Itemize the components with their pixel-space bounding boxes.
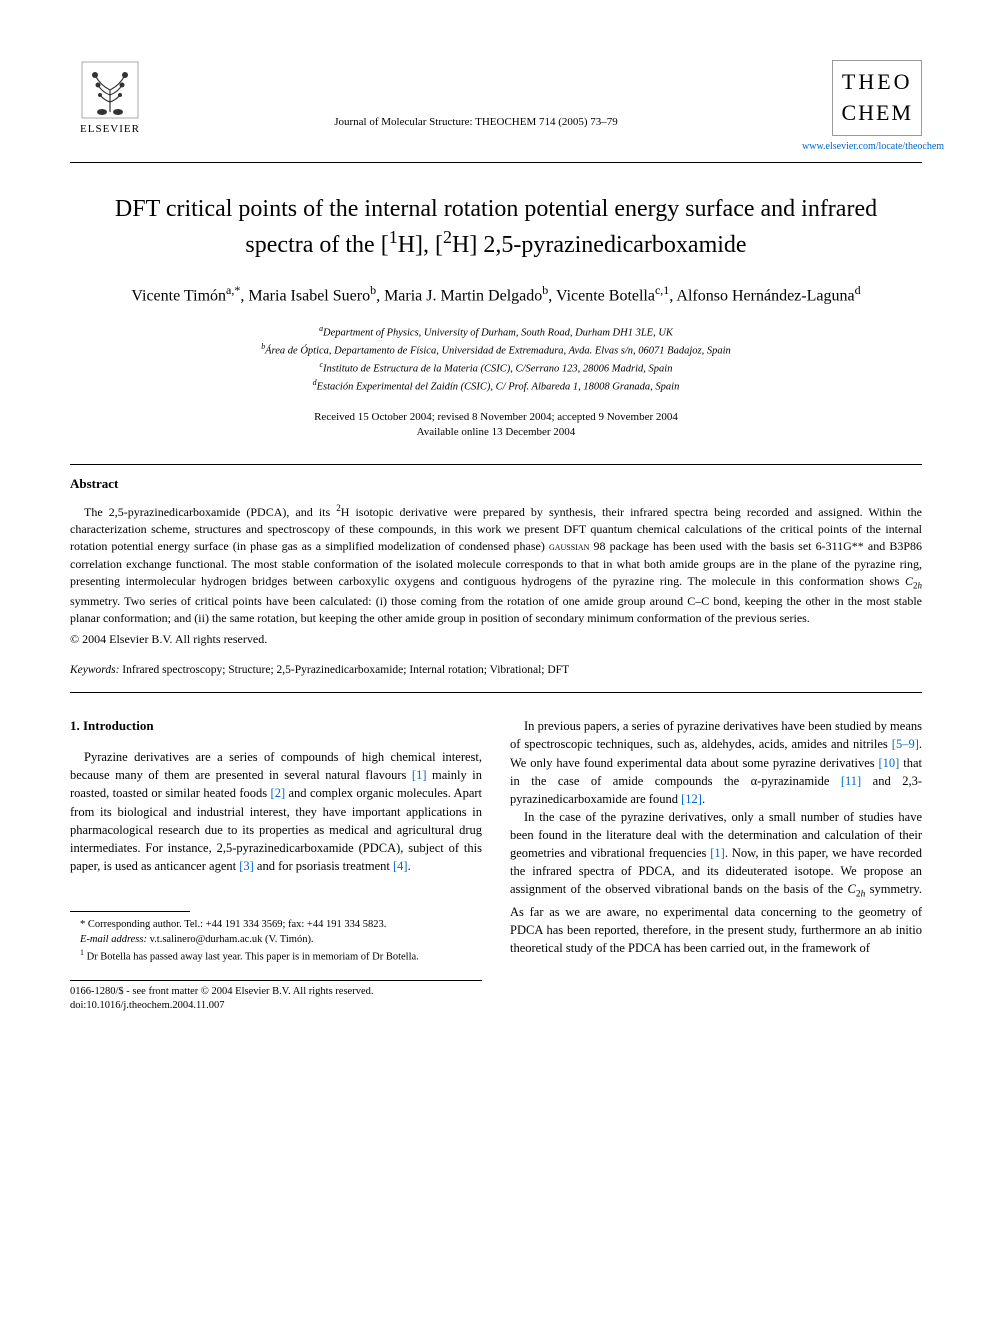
column-left: 1. Introduction Pyrazine derivatives are… (70, 717, 482, 1014)
abstract-copyright: © 2004 Elsevier B.V. All rights reserved… (70, 631, 922, 648)
footer-doi: doi:10.1016/j.theochem.2004.11.007 (70, 999, 482, 1014)
page-header: ELSEVIER Journal of Molecular Structure:… (70, 60, 922, 154)
keywords-line: Keywords: Infrared spectroscopy; Structu… (70, 662, 922, 678)
journal-acronym-box: THEO CHEM (832, 60, 922, 136)
keywords-label: Keywords: (70, 664, 119, 676)
affiliation-list: aDepartment of Physics, University of Du… (70, 323, 922, 396)
journal-url[interactable]: www.elsevier.com/locate/theochem (802, 140, 922, 154)
section-1-heading: 1. Introduction (70, 717, 482, 736)
intro-paragraph-2: In previous papers, a series of pyrazine… (510, 717, 922, 808)
column-right: In previous papers, a series of pyrazine… (510, 717, 922, 1014)
affiliation-a: aDepartment of Physics, University of Du… (70, 323, 922, 341)
abstract-bottom-rule (70, 692, 922, 693)
footer-block: 0166-1280/$ - see front matter © 2004 El… (70, 985, 482, 1014)
affiliation-d: dEstación Experimental del Zaidín (CSIC)… (70, 377, 922, 395)
journal-acronym-line1: THEO (841, 67, 913, 98)
article-dates: Received 15 October 2004; revised 8 Nove… (70, 410, 922, 441)
affiliation-b: bÁrea de Óptica, Departamento de Física,… (70, 341, 922, 359)
publisher-logo-block: ELSEVIER (70, 60, 150, 140)
footnote-email-value: v.t.salinero@durham.ac.uk (V. Timón). (147, 934, 314, 945)
article-title: DFT critical points of the internal rota… (110, 193, 882, 262)
author-list: Vicente Timóna,*, Maria Isabel Suerob, M… (70, 281, 922, 308)
journal-logo-block: THEO CHEM www.elsevier.com/locate/theoch… (802, 60, 922, 154)
body-columns: 1. Introduction Pyrazine derivatives are… (70, 717, 922, 1014)
keywords-text: Infrared spectroscopy; Structure; 2,5-Py… (119, 664, 569, 676)
journal-citation: Journal of Molecular Structure: THEOCHEM… (150, 60, 802, 130)
abstract-top-rule (70, 464, 922, 465)
footer-rule (70, 980, 482, 981)
intro-paragraph-3: In the case of the pyrazine derivatives,… (510, 808, 922, 957)
footer-issn: 0166-1280/$ - see front matter © 2004 El… (70, 985, 482, 1000)
footnote-email-label: E-mail address: (80, 934, 147, 945)
abstract-body: The 2,5-pyrazinedicarboxamide (PDCA), an… (70, 502, 922, 628)
abstract-paragraph: The 2,5-pyrazinedicarboxamide (PDCA), an… (70, 502, 922, 628)
affiliation-c: cInstituto de Estructura de la Materia (… (70, 359, 922, 377)
intro-paragraph-1: Pyrazine derivatives are a series of com… (70, 748, 482, 875)
dates-online: Available online 13 December 2004 (70, 425, 922, 440)
dates-received: Received 15 October 2004; revised 8 Nove… (70, 410, 922, 425)
footnote-email: E-mail address: v.t.salinero@durham.ac.u… (70, 933, 482, 948)
elsevier-tree-icon (80, 60, 140, 120)
footnote-memoriam: 1 Dr Botella has passed away last year. … (70, 947, 482, 965)
footnotes-block: * Corresponding author. Tel.: +44 191 33… (70, 918, 482, 966)
footnote-corresponding: * Corresponding author. Tel.: +44 191 33… (70, 918, 482, 933)
header-rule (70, 162, 922, 163)
journal-acronym-line2: CHEM (841, 98, 913, 129)
abstract-heading: Abstract (70, 475, 922, 493)
footnote-rule (70, 911, 190, 912)
publisher-name: ELSEVIER (80, 122, 140, 137)
